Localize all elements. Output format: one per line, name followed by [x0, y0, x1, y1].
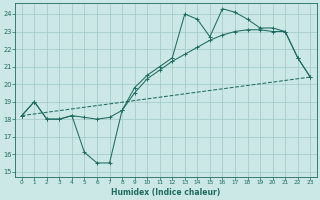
X-axis label: Humidex (Indice chaleur): Humidex (Indice chaleur) — [111, 188, 220, 197]
